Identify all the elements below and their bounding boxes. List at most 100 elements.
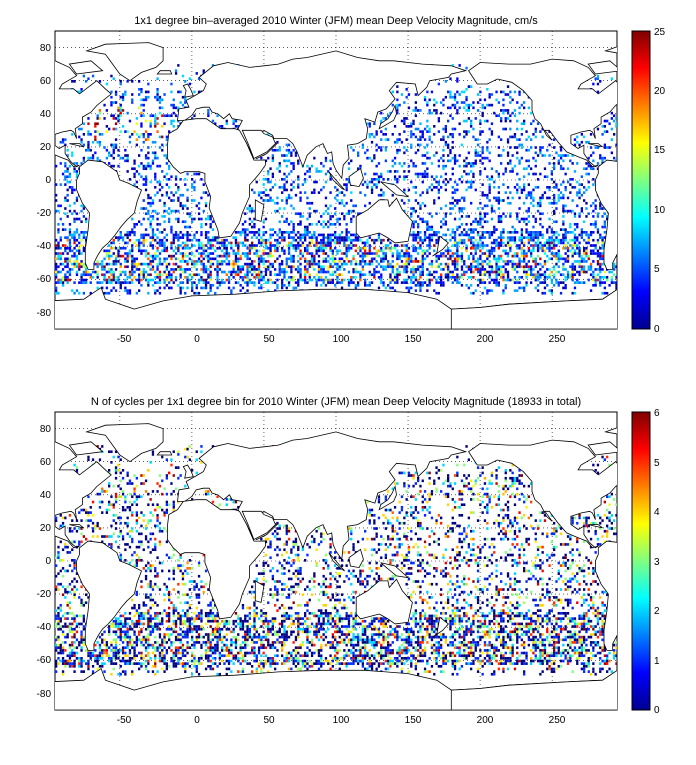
- data-cell: [555, 202, 557, 205]
- data-cell: [117, 485, 119, 488]
- data-cell: [592, 167, 594, 170]
- data-cell: [290, 271, 292, 274]
- data-cell: [528, 236, 530, 239]
- data-cell: [357, 154, 359, 157]
- data-cell: [69, 186, 71, 189]
- data-cell: [145, 279, 147, 282]
- data-cell: [562, 207, 564, 210]
- data-cell: [191, 263, 193, 266]
- data-cell: [468, 458, 470, 461]
- data-cell: [406, 271, 408, 274]
- data-cell: [306, 260, 308, 263]
- data-cell: [177, 284, 179, 287]
- data-cell: [156, 181, 158, 184]
- data-cell: [133, 488, 135, 491]
- data-cell: [562, 239, 564, 242]
- data-cell: [336, 239, 338, 242]
- data-cell: [339, 239, 341, 242]
- data-cell: [431, 260, 433, 263]
- data-cell: [592, 223, 594, 226]
- data-cell: [468, 107, 470, 110]
- data-cell: [599, 154, 601, 157]
- data-cell: [369, 281, 371, 284]
- data-cell: [221, 271, 223, 274]
- data-cell: [505, 490, 507, 493]
- data-cell: [64, 197, 66, 200]
- data-cell: [433, 271, 435, 274]
- data-cell: [113, 117, 115, 120]
- data-cell: [465, 265, 467, 268]
- data-cell: [507, 141, 509, 144]
- data-cell: [203, 69, 205, 72]
- data-cell: [429, 136, 431, 139]
- data-cell: [426, 472, 428, 475]
- data-cell: [336, 273, 338, 276]
- data-cell: [129, 239, 131, 242]
- data-cell: [62, 141, 64, 144]
- data-cell: [279, 146, 281, 149]
- data-cell: [147, 284, 149, 287]
- data-cell: [170, 287, 172, 290]
- data-cell: [302, 215, 304, 218]
- data-cell: [71, 236, 73, 239]
- data-cell: [279, 170, 281, 173]
- data-cell: [463, 485, 465, 488]
- data-cell: [120, 236, 122, 239]
- data-cell: [323, 239, 325, 242]
- data-cell: [258, 191, 260, 194]
- data-cell: [440, 263, 442, 266]
- data-cell: [364, 255, 366, 258]
- data-cell: [539, 258, 541, 261]
- data-cell: [438, 130, 440, 133]
- data-cell: [408, 252, 410, 255]
- data-cell: [498, 173, 500, 176]
- data-cell: [216, 263, 218, 266]
- data-cell: [604, 220, 606, 223]
- data-cell: [210, 273, 212, 276]
- data-cell: [339, 223, 341, 226]
- data-cell: [62, 138, 64, 141]
- data-cell: [415, 220, 417, 223]
- data-cell: [140, 242, 142, 245]
- data-cell: [115, 122, 117, 125]
- data-cell: [166, 114, 168, 117]
- data-cell: [355, 287, 357, 290]
- data-cell: [528, 215, 530, 218]
- data-cell: [219, 255, 221, 258]
- data-cell: [110, 461, 112, 464]
- data-cell: [318, 191, 320, 194]
- data-cell: [263, 231, 265, 234]
- data-cell: [371, 239, 373, 242]
- data-cell: [299, 250, 301, 253]
- data-cell: [138, 154, 140, 157]
- data-cell: [267, 178, 269, 181]
- data-cell: [180, 194, 182, 197]
- data-cell: [80, 252, 82, 255]
- data-cell: [166, 268, 168, 271]
- data-cell: [565, 236, 567, 239]
- data-cell: [170, 104, 172, 107]
- data-cell: [581, 234, 583, 237]
- data-cell: [590, 244, 592, 247]
- data-cell: [147, 493, 149, 496]
- data-cell: [184, 448, 186, 451]
- data-cell: [140, 273, 142, 276]
- data-cell: [553, 284, 555, 287]
- data-cell: [67, 263, 69, 266]
- data-cell: [348, 239, 350, 242]
- data-cell: [138, 268, 140, 271]
- data-cell: [422, 263, 424, 266]
- data-cell: [265, 265, 267, 268]
- data-cell: [595, 207, 597, 210]
- data-cell: [364, 281, 366, 284]
- data-cell: [279, 236, 281, 239]
- data-cell: [170, 276, 172, 279]
- data-cell: [288, 160, 290, 163]
- y-tick-label: 60: [40, 76, 52, 87]
- data-cell: [532, 197, 534, 200]
- data-cell: [576, 205, 578, 208]
- data-cell: [161, 215, 163, 218]
- data-cell: [71, 289, 73, 292]
- data-cell: [311, 223, 313, 226]
- data-cell: [263, 234, 265, 237]
